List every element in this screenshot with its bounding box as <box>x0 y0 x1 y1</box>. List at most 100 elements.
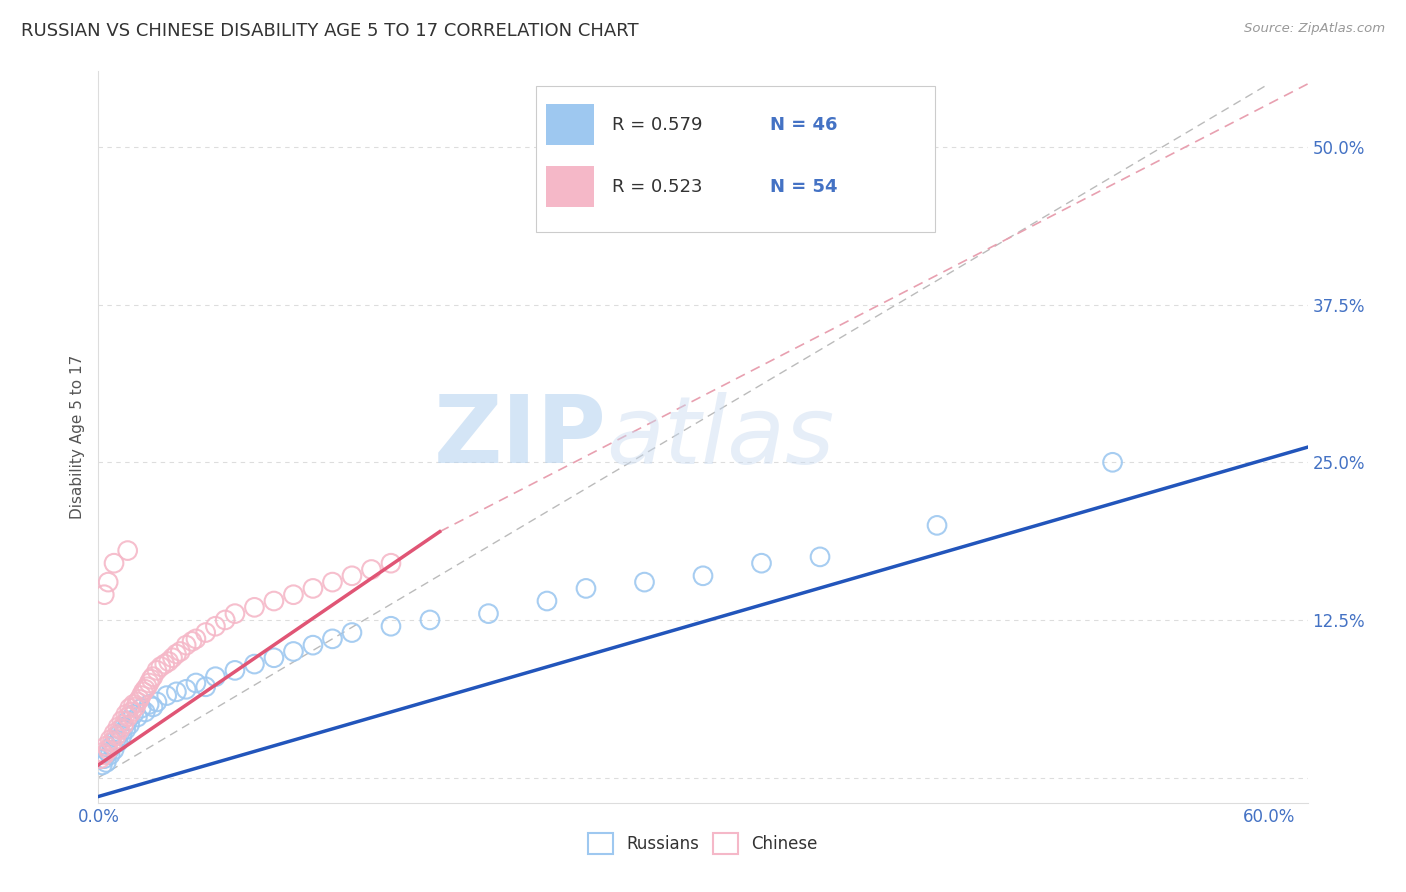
Point <box>121 705 143 719</box>
Point <box>104 729 127 743</box>
Point <box>107 720 129 734</box>
Point <box>107 735 129 749</box>
Point <box>633 575 655 590</box>
Point <box>93 747 115 762</box>
Point <box>692 569 714 583</box>
Point <box>118 701 141 715</box>
Point <box>340 625 363 640</box>
Point <box>165 685 187 699</box>
Point <box>149 659 172 673</box>
Text: N = 54: N = 54 <box>769 178 837 196</box>
Point <box>124 700 146 714</box>
Point <box>103 726 125 740</box>
Point <box>214 613 236 627</box>
Point <box>131 689 153 703</box>
Point <box>174 682 197 697</box>
Point <box>184 676 207 690</box>
Point <box>117 710 139 724</box>
Point <box>112 717 135 731</box>
Point <box>283 588 305 602</box>
Point <box>91 758 114 772</box>
Point <box>101 739 124 753</box>
Legend: Russians, Chinese: Russians, Chinese <box>582 827 824 860</box>
Point <box>111 729 134 743</box>
Point <box>925 518 948 533</box>
Point <box>138 676 160 690</box>
Point <box>122 698 145 712</box>
Point <box>380 619 402 633</box>
Point <box>142 670 165 684</box>
Point <box>243 657 266 671</box>
Point <box>117 543 139 558</box>
Point <box>114 723 136 737</box>
Point <box>321 632 343 646</box>
Point <box>127 695 149 709</box>
Point <box>128 692 150 706</box>
Point <box>134 705 156 719</box>
FancyBboxPatch shape <box>546 104 595 145</box>
Point <box>108 723 131 737</box>
Point <box>114 707 136 722</box>
Point <box>204 670 226 684</box>
Point <box>162 650 184 665</box>
Text: Source: ZipAtlas.com: Source: ZipAtlas.com <box>1244 22 1385 36</box>
Point <box>122 707 145 722</box>
Point <box>263 650 285 665</box>
Point <box>477 607 499 621</box>
Text: N = 46: N = 46 <box>769 116 837 134</box>
Point <box>302 582 325 596</box>
Point <box>97 575 120 590</box>
Point <box>112 720 135 734</box>
FancyBboxPatch shape <box>546 167 595 207</box>
Point <box>146 695 169 709</box>
Point <box>98 732 121 747</box>
Point <box>165 647 187 661</box>
Point <box>224 607 246 621</box>
Point <box>194 625 217 640</box>
Point <box>204 619 226 633</box>
Point <box>134 682 156 697</box>
Point <box>169 644 191 658</box>
Point <box>181 634 204 648</box>
Point <box>97 743 120 757</box>
FancyBboxPatch shape <box>536 86 935 232</box>
Point <box>1101 455 1123 469</box>
Point <box>536 594 558 608</box>
Point <box>103 556 125 570</box>
Point <box>174 638 197 652</box>
Point <box>157 655 180 669</box>
Text: R = 0.579: R = 0.579 <box>613 116 703 134</box>
Y-axis label: Disability Age 5 to 17: Disability Age 5 to 17 <box>69 355 84 519</box>
Point <box>321 575 343 590</box>
Point <box>91 745 114 759</box>
Point <box>111 714 134 728</box>
Point <box>104 732 127 747</box>
Point <box>132 685 155 699</box>
Point <box>89 752 111 766</box>
Point <box>98 747 121 762</box>
Text: R = 0.523: R = 0.523 <box>613 178 703 196</box>
Point <box>96 739 118 753</box>
Point <box>146 664 169 678</box>
Point <box>340 569 363 583</box>
Point <box>751 556 773 570</box>
Point <box>96 756 118 770</box>
Point <box>419 613 441 627</box>
Point <box>808 549 831 564</box>
Point <box>118 717 141 731</box>
Point <box>93 752 115 766</box>
Point <box>136 680 159 694</box>
Point <box>380 556 402 570</box>
Point <box>93 588 115 602</box>
Point <box>153 657 176 671</box>
Point <box>139 672 162 686</box>
Point <box>283 644 305 658</box>
Point <box>263 594 285 608</box>
Point <box>127 710 149 724</box>
Point <box>224 664 246 678</box>
Point <box>97 745 120 759</box>
Point <box>101 735 124 749</box>
Text: ZIP: ZIP <box>433 391 606 483</box>
Point <box>142 700 165 714</box>
Point <box>108 726 131 740</box>
